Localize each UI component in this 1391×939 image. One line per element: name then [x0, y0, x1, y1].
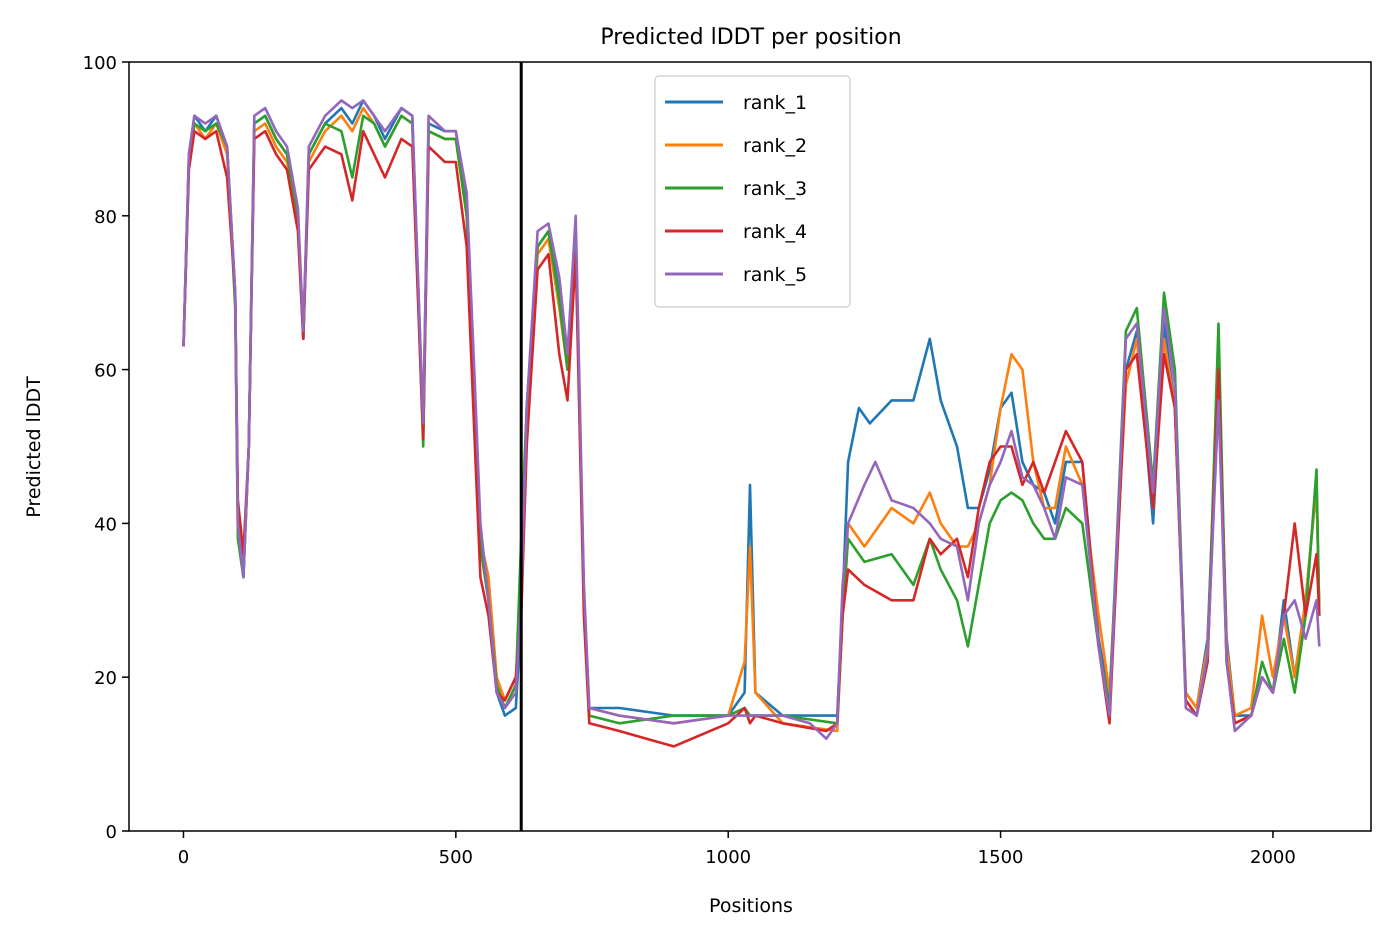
chart-title: Predicted lDDT per position	[600, 25, 901, 50]
legend: rank_1 rank_2 rank_3 rank_4 rank_5	[654, 75, 851, 308]
series-line-rank-5	[182, 99, 1321, 740]
series-lines	[182, 62, 1321, 831]
x-tick-label: 1500	[978, 847, 1024, 868]
y-tick-label: 60	[94, 361, 117, 382]
x-tick-label: 0	[178, 847, 189, 868]
ticks: 0 500 1000 1500 2000 0 20 40 60 80 100	[83, 53, 1296, 868]
legend-label: rank_5	[743, 264, 807, 286]
x-tick-label: 1000	[705, 847, 751, 868]
y-tick-label: 0	[106, 822, 117, 843]
y-axis-label: Predicted lDDT	[23, 376, 45, 518]
legend-label: rank_1	[743, 92, 807, 114]
axes	[128, 61, 1372, 832]
y-tick-label: 80	[94, 207, 117, 228]
x-axis-label: Positions	[709, 895, 793, 917]
y-tick-label: 40	[94, 514, 117, 535]
axes-frame	[128, 61, 1372, 832]
y-tick-label: 100	[83, 53, 117, 74]
x-tick-label: 2000	[1250, 847, 1296, 868]
legend-label: rank_3	[743, 178, 807, 200]
y-tick-label: 20	[94, 668, 117, 689]
legend-box	[654, 75, 851, 308]
legend-label: rank_2	[743, 135, 807, 157]
legend-label: rank_4	[743, 221, 807, 243]
x-tick-label: 500	[439, 847, 473, 868]
